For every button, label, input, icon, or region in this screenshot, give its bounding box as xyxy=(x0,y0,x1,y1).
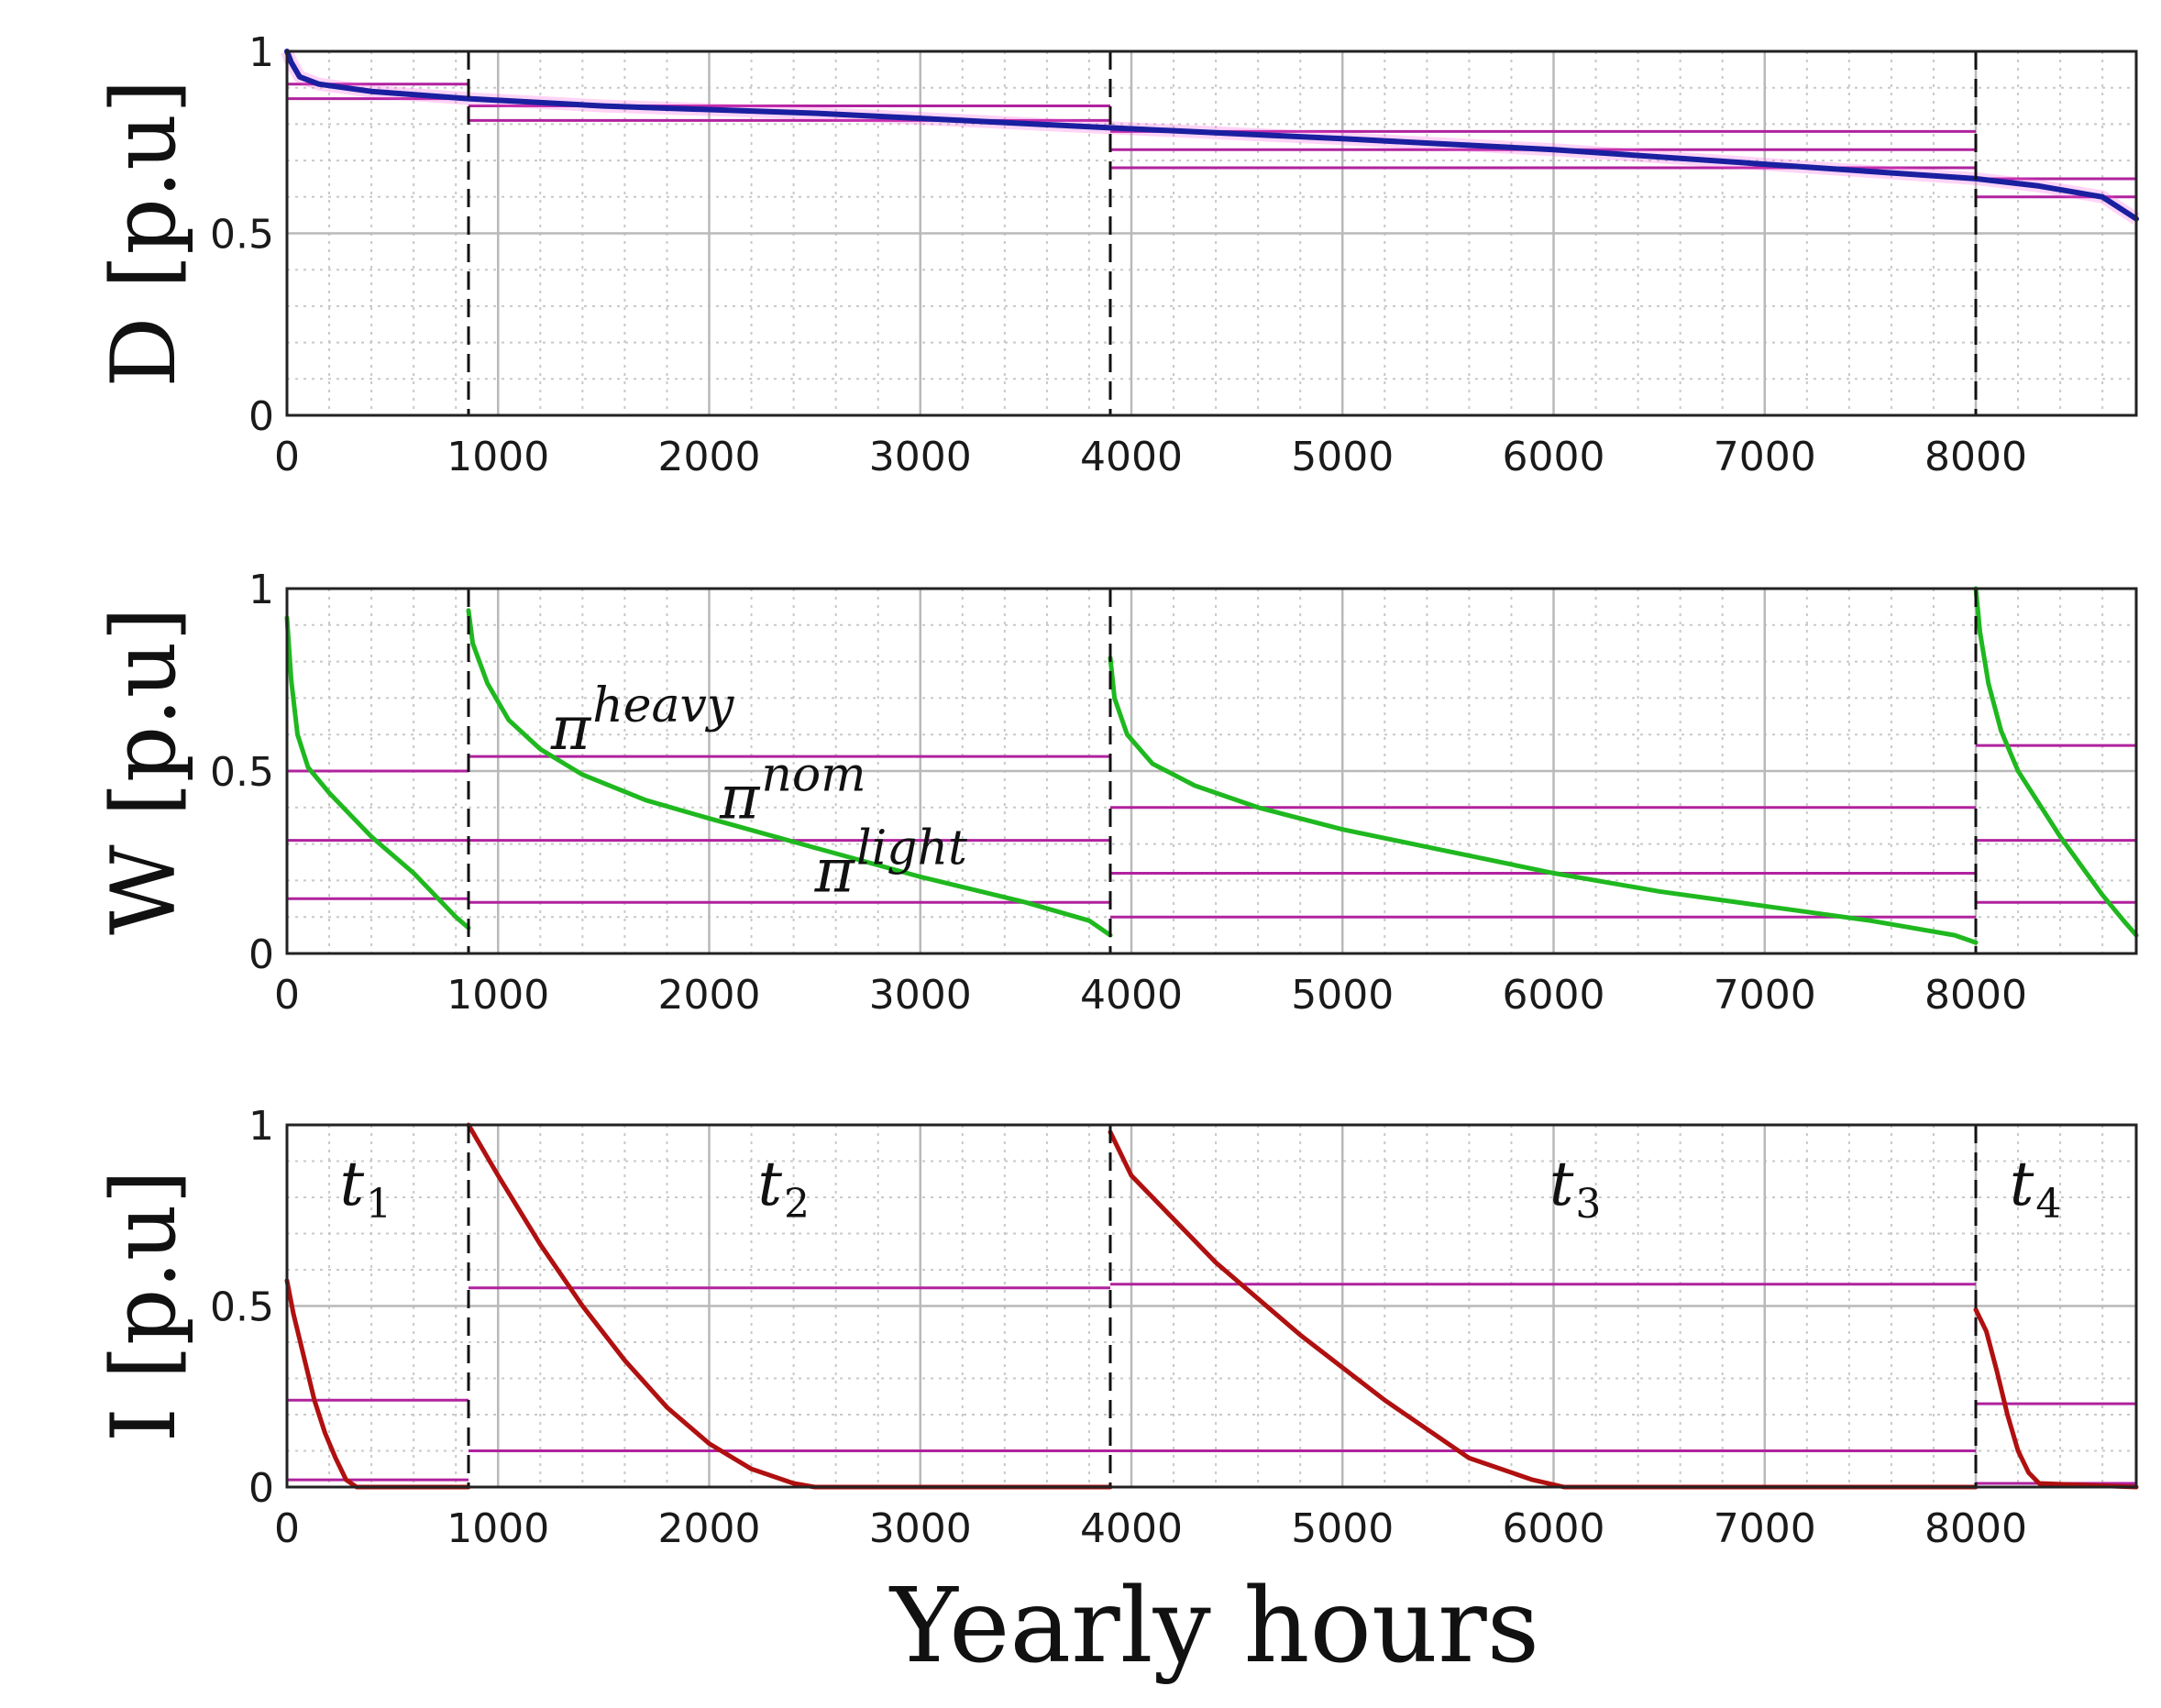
x-tick-label: 0 xyxy=(274,434,300,480)
annotation-t3: t3 xyxy=(1549,1149,1602,1228)
series-line-w-3 xyxy=(1108,656,1979,945)
series-line-i-2 xyxy=(466,1122,1113,1490)
major-grid-i xyxy=(287,1125,2136,1487)
x-tick-label: 2000 xyxy=(658,1505,761,1552)
x-tick-label: 8000 xyxy=(1924,972,2027,1019)
x-tick-label: 7000 xyxy=(1714,434,1816,480)
annotation-t2: t2 xyxy=(757,1149,810,1228)
x-tick-label: 4000 xyxy=(1080,1505,1183,1552)
minor-grid-i xyxy=(287,1124,2136,1487)
panels: 0 1000 2000 3000 4000 5000 6000 7000 800000.51D … xyxy=(93,29,2140,1552)
y-tick-label: 0 xyxy=(248,931,274,978)
series-line-w-1 xyxy=(284,615,471,931)
y-tick-label: 1 xyxy=(248,29,274,76)
x-tick-label: 3000 xyxy=(869,1505,972,1552)
panel-w: 0 1000 2000 3000 4000 5000 6000 7000 8000 0 0.5 1 W … xyxy=(93,567,2139,1019)
x-tick-label: 1000 xyxy=(447,434,549,480)
series-line-i-3 xyxy=(1108,1129,1979,1490)
axes-frame-w xyxy=(285,587,2138,955)
x-tick-label: 4000 xyxy=(1080,434,1183,480)
y-tick-label: 0.5 xyxy=(210,749,274,796)
x-tick-label: 8000 xyxy=(1924,434,2027,480)
x-tick-label: 3000 xyxy=(869,972,972,1019)
x-tick-label: 1000 xyxy=(447,1505,549,1552)
annotation-pi-nom: πnom xyxy=(719,748,866,833)
annotation-pi-light: πlight xyxy=(814,821,967,906)
panel-d: 0 1000 2000 3000 4000 5000 6000 7000 8000 0 0.5 1 D … xyxy=(93,29,2140,480)
x-tick-label: 2000 xyxy=(658,434,761,480)
x-tick-label: 5000 xyxy=(1291,434,1394,480)
series-line-i-1 xyxy=(284,1278,471,1490)
y-tick-label: 0 xyxy=(248,393,274,440)
y-tick-label: 0 xyxy=(248,1465,274,1512)
y-tick-label: 1 xyxy=(248,1103,274,1150)
annotation-t1: t1 xyxy=(340,1149,392,1228)
annotation-pi-heavy: πheavy xyxy=(550,678,734,764)
x-tick-label: 5000 xyxy=(1291,972,1394,1019)
axes-frame-i xyxy=(285,1123,2138,1489)
series-line-w-2 xyxy=(466,608,1113,938)
x-axis-label: Yearly hours xyxy=(888,1567,1539,1686)
y-axis-label-w: W [p.u] xyxy=(93,607,195,935)
y-axis-label-i: I [p.u] xyxy=(93,1170,195,1442)
x-tick-label: 6000 xyxy=(1503,434,1605,480)
x-tick-label: 7000 xyxy=(1714,1505,1816,1552)
axes-frame-d xyxy=(285,50,2138,417)
series-line-d-1 xyxy=(284,49,2139,222)
panel-i: 0 1000 2000 3000 4000 5000 6000 7000 8000 0 0.5 1 I … xyxy=(93,1103,2139,1552)
annotation-t4: t4 xyxy=(2010,1149,2062,1228)
x-tick-label: 4000 xyxy=(1080,972,1183,1019)
x-tick-label: 0 xyxy=(274,972,300,1019)
x-tick-label: 6000 xyxy=(1503,972,1605,1019)
series-line-i-4 xyxy=(1973,1307,2139,1490)
y-tick-label: 1 xyxy=(248,567,274,613)
series-line-w-4 xyxy=(1973,586,2139,938)
y-axis-label-d: D [p.u] xyxy=(93,79,195,387)
y-tick-label: 0.5 xyxy=(210,212,274,259)
x-tick-label: 2000 xyxy=(658,972,761,1019)
x-tick-label: 5000 xyxy=(1291,1505,1394,1552)
y-tick-label: 0.5 xyxy=(210,1284,274,1331)
x-tick-label: 1000 xyxy=(447,972,549,1019)
x-tick-label: 0 xyxy=(274,1505,300,1552)
x-tick-label: 3000 xyxy=(869,434,972,480)
x-tick-label: 8000 xyxy=(1924,1505,2027,1552)
major-grid-d xyxy=(287,51,2136,415)
x-tick-label: 6000 xyxy=(1503,1505,1605,1552)
x-tick-label: 7000 xyxy=(1714,972,1816,1019)
